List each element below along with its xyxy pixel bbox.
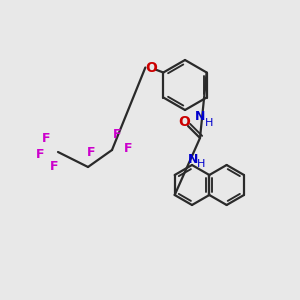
Text: N: N [188,153,198,166]
Text: F: F [50,160,58,173]
Text: O: O [146,61,157,74]
Text: N: N [195,110,206,123]
Text: F: F [113,128,121,140]
Text: F: F [87,146,95,158]
Text: H: H [205,118,214,128]
Text: F: F [36,148,44,160]
Text: F: F [42,131,50,145]
Text: H: H [197,159,205,169]
Text: F: F [124,142,132,154]
Text: O: O [178,115,190,129]
